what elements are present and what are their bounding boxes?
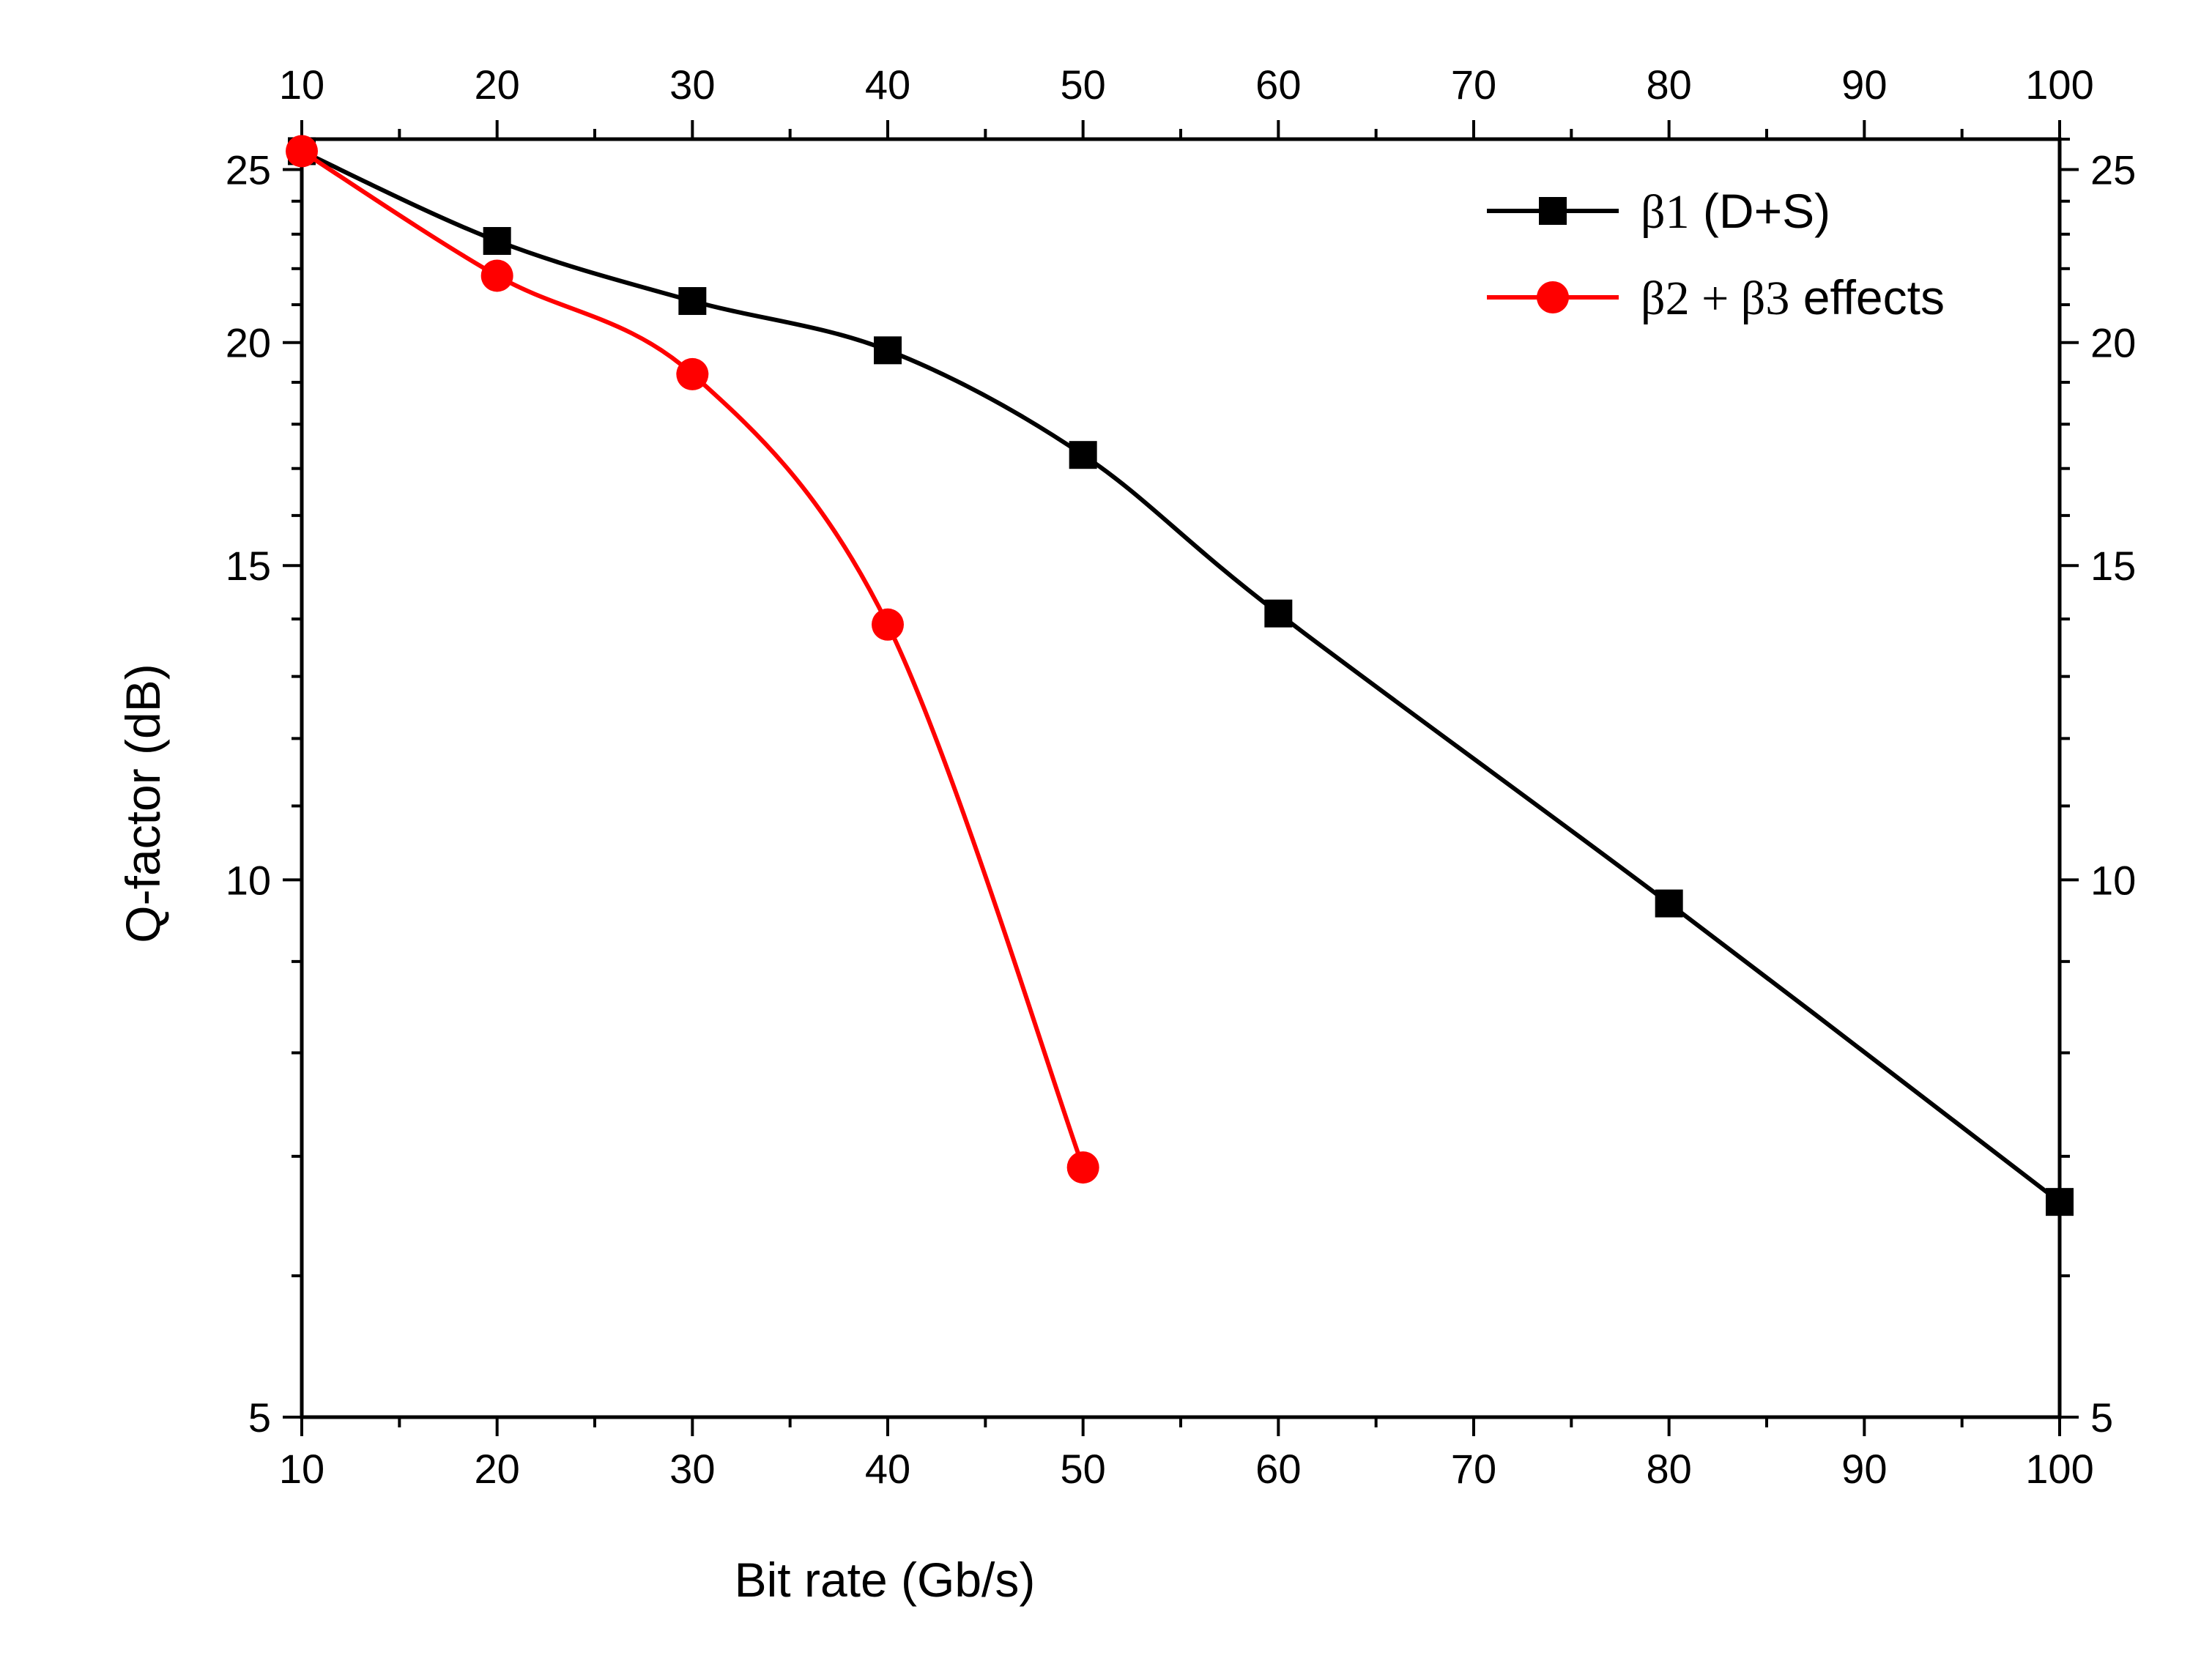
axis-ticks [283,120,2079,1436]
x-tick-label-bottom: 20 [475,1446,520,1492]
legend-marker-square [1539,197,1567,225]
x-axis-title: Bit rate (Gb/s) [735,1553,1036,1607]
x-tick-label-top: 60 [1255,62,1301,108]
legend: β1 (D+S) β2 + β3 effects [1487,184,1945,325]
series-1 [286,135,1099,1184]
legend-label-rest: effects [1789,270,1945,324]
y-tick-label-left: 5 [248,1394,271,1441]
data-point-circle [872,608,904,641]
data-point-square [678,287,707,316]
x-tick-label-top: 50 [1061,62,1106,108]
y-tick-label-left: 20 [226,320,271,366]
x-tick-label-bottom: 10 [279,1446,324,1492]
series-line [300,149,1085,1169]
y-tick-label-left: 15 [226,543,271,589]
data-point-square [2046,1188,2074,1216]
x-tick-label-bottom: 70 [1451,1446,1496,1492]
series-layer [286,135,2074,1216]
x-tick-label-bottom: 40 [865,1446,910,1492]
legend-label-greek: β2 + β3 [1641,272,1789,325]
tick-labels: 10 10 20 20 30 30 40 40 50 50 60 60 70 70 80 80 90 90 100 1… [226,62,2137,1492]
data-point-square [483,227,511,256]
data-point-square [1264,599,1293,628]
x-tick-label-top: 100 [2025,62,2093,108]
data-point-circle [676,357,709,390]
data-point-circle [480,259,513,292]
y-tick-label-right: 20 [2090,320,2136,366]
legend-label-rest: (D+S) [1690,184,1831,238]
y-tick-label-right: 15 [2090,543,2136,589]
y-tick-label-left: 10 [226,857,271,903]
y-axis-title: Q-factor (dB) [116,664,170,943]
x-tick-label-bottom: 50 [1061,1446,1106,1492]
x-tick-label-top: 20 [475,62,520,108]
y-tick-label-right: 25 [2090,147,2136,193]
legend-marker-circle [1537,281,1569,313]
legend-label-greek: β1 [1641,185,1690,239]
y-tick-label-right: 5 [2090,1394,2113,1441]
x-tick-label-bottom: 60 [1255,1446,1301,1492]
x-tick-label-bottom: 100 [2025,1446,2093,1492]
x-tick-label-bottom: 90 [1841,1446,1887,1492]
x-tick-label-top: 80 [1647,62,1692,108]
x-tick-label-top: 70 [1451,62,1496,108]
legend-label: β2 + β3 effects [1641,270,1945,325]
legend-entry-0: β1 (D+S) [1487,184,1830,239]
x-tick-label-top: 40 [865,62,910,108]
x-tick-label-top: 10 [279,62,324,108]
data-point-circle [286,135,318,168]
x-tick-label-bottom: 30 [669,1446,715,1492]
legend-label: β1 (D+S) [1641,184,1830,239]
plot-frame [300,137,2062,1419]
legend-entry-1: β2 + β3 effects [1487,270,1945,325]
y-tick-label-right: 10 [2090,857,2136,903]
x-tick-label-top: 90 [1841,62,1887,108]
y-tick-label-left: 25 [226,147,271,193]
data-point-circle [1066,1151,1099,1184]
x-tick-label-bottom: 80 [1647,1446,1692,1492]
plot-area-border [300,137,2062,1419]
data-point-square [1069,441,1097,469]
data-point-square [874,336,902,365]
x-tick-label-top: 30 [669,62,715,108]
data-point-square [1655,889,1683,918]
